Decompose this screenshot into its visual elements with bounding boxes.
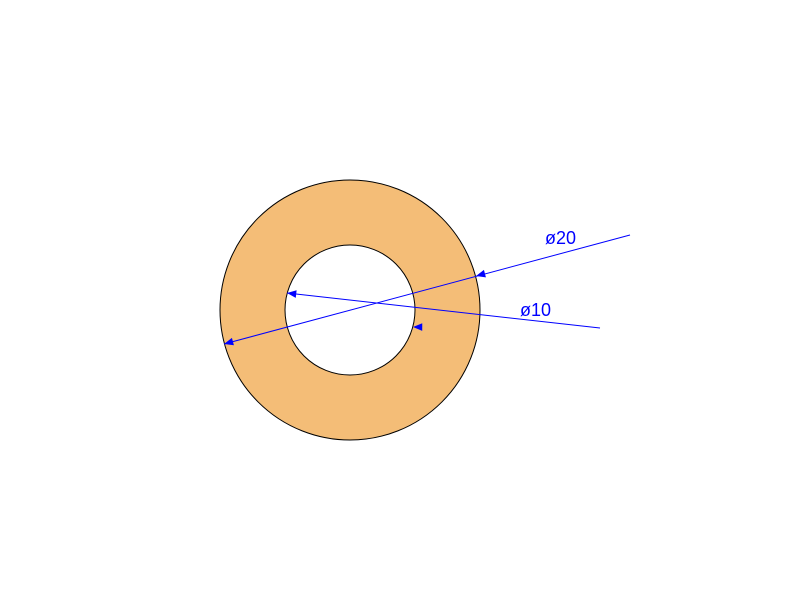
dimension-arrowhead (287, 290, 297, 298)
outer-diameter-label: ø20 (545, 228, 576, 249)
diagram-svg (0, 0, 800, 600)
inner-diameter-label: ø10 (520, 300, 551, 321)
diagram-canvas: ø20 ø10 (0, 0, 800, 600)
